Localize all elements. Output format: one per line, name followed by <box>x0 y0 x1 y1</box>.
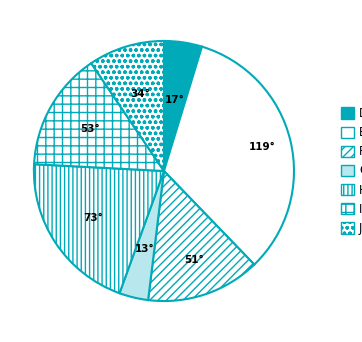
Wedge shape <box>164 47 294 265</box>
Legend: D, E, F, G, H, I, J: D, E, F, G, H, I, J <box>339 105 362 237</box>
Text: 51°: 51° <box>184 255 203 265</box>
Text: 17°: 17° <box>165 95 184 105</box>
Wedge shape <box>34 164 164 293</box>
Wedge shape <box>148 171 254 301</box>
Wedge shape <box>34 63 164 171</box>
Text: 119°: 119° <box>249 142 276 152</box>
Text: 13°: 13° <box>135 245 155 254</box>
Wedge shape <box>91 41 164 171</box>
Wedge shape <box>164 41 202 171</box>
Text: 53°: 53° <box>81 124 100 134</box>
Text: 34°: 34° <box>130 89 150 99</box>
Wedge shape <box>119 171 164 300</box>
Text: 73°: 73° <box>84 213 103 223</box>
